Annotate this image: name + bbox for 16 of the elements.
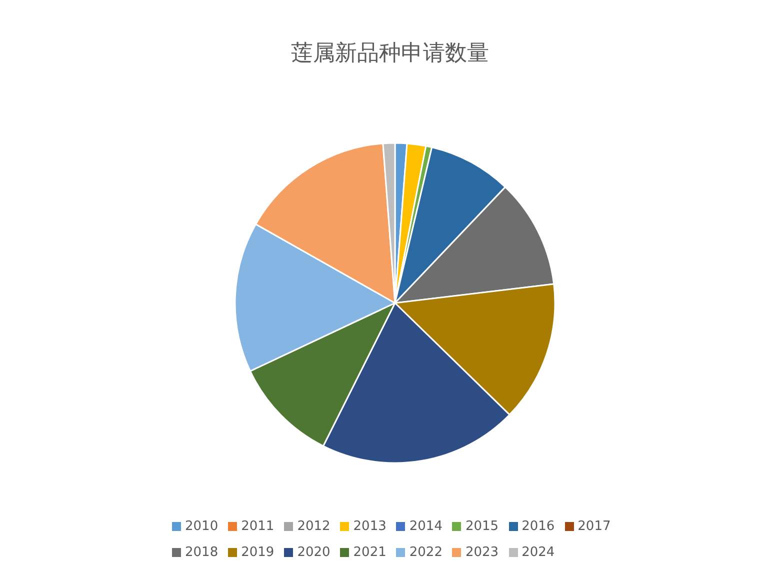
legend-label: 2019 xyxy=(241,545,274,560)
legend-label: 2016 xyxy=(522,519,555,534)
legend-label: 2011 xyxy=(241,519,274,534)
legend-label: 2022 xyxy=(409,545,442,560)
legend-label: 2015 xyxy=(465,519,499,534)
legend-label: 2020 xyxy=(297,545,330,560)
chart-title: 莲属新品种申请数量 xyxy=(290,40,490,68)
legend-label: 2012 xyxy=(297,519,330,534)
legend-label: 2014 xyxy=(409,519,442,534)
legend-label: 2017 xyxy=(578,519,611,534)
legend-label: 2013 xyxy=(353,519,386,534)
legend-label: 2021 xyxy=(353,545,386,560)
legend-label: 2018 xyxy=(185,545,218,560)
legend-label: 2023 xyxy=(465,545,499,560)
legend-label: 2024 xyxy=(522,545,555,560)
legend-label: 2010 xyxy=(185,519,218,534)
